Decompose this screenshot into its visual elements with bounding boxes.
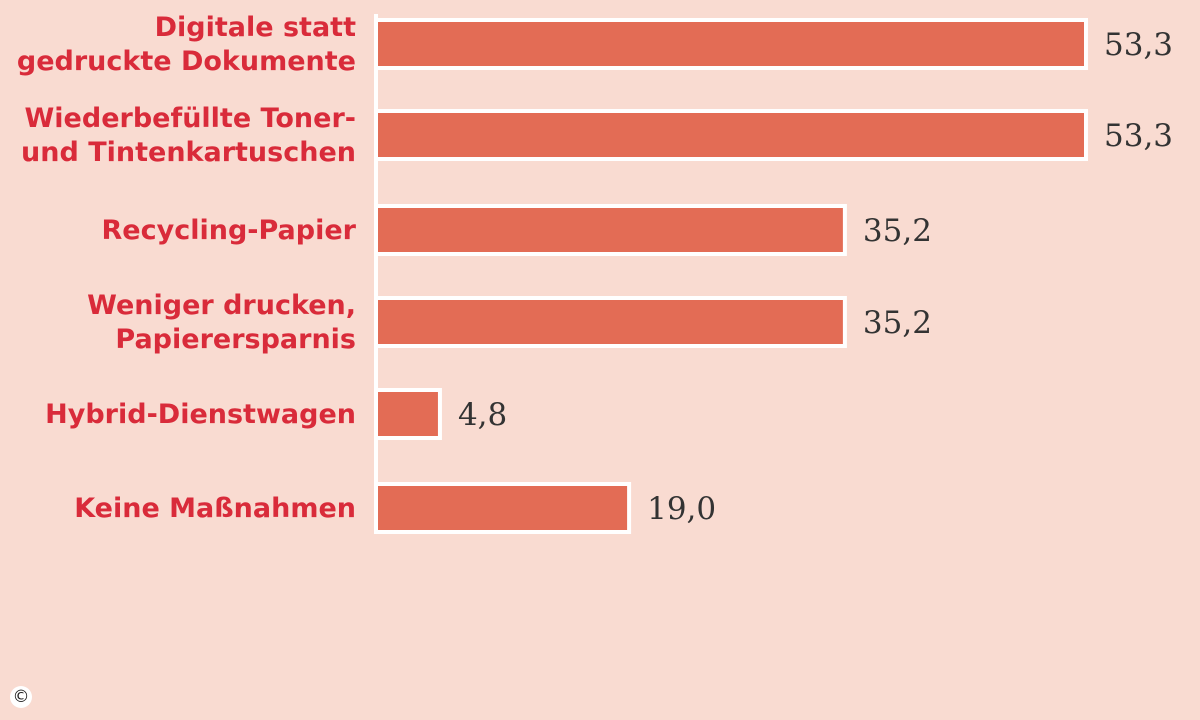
value-label-2: 35,2 [863, 213, 932, 249]
bars-group [374, 18, 1088, 534]
value-label-5: 19,0 [647, 491, 716, 527]
category-label-5-line-0: Keine Maßnahmen [74, 493, 356, 524]
value-label-1: 53,3 [1104, 118, 1173, 154]
bar-2 [374, 204, 847, 256]
category-label-2-line-0: Recycling-Papier [102, 215, 357, 246]
bar-5 [374, 482, 632, 534]
value-labels-group: 53,3 53,3 35,2 35,2 4,8 19,0 [458, 27, 1173, 527]
bar-4 [374, 388, 442, 440]
category-label-3-line-1: Papierersparnis [115, 324, 356, 355]
category-label-0-line-0: Digitale statt [155, 12, 356, 43]
bar-1 [374, 109, 1088, 161]
category-label-1-line-0: Wiederbefüllte Toner- [25, 103, 356, 134]
category-label-0-line-1: gedruckte Dokumente [17, 46, 356, 77]
bar-3 [374, 296, 847, 348]
category-label-3-line-0: Weniger drucken, [87, 290, 356, 321]
category-label-1-line-1: und Tintenkartuschen [21, 137, 356, 168]
value-label-4: 4,8 [458, 397, 507, 433]
bar-0 [374, 18, 1088, 70]
copyright-icon: © [10, 686, 32, 708]
value-label-3: 35,2 [863, 305, 932, 341]
value-label-0: 53,3 [1104, 27, 1173, 63]
category-label-4-line-0: Hybrid-Dienstwagen [45, 399, 356, 430]
